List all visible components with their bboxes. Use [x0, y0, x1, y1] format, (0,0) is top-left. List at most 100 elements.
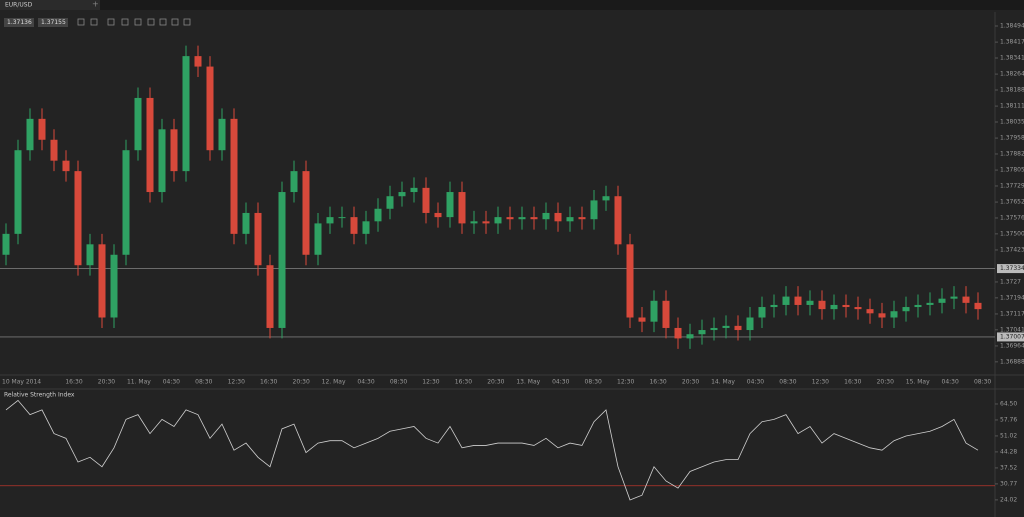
candle-body: [230, 118, 238, 234]
price-tag: [997, 332, 1024, 342]
candle-body: [698, 330, 706, 335]
candle-body: [890, 311, 898, 318]
tool[interactable]: [183, 18, 191, 26]
candle-body: [746, 317, 754, 331]
candle-body: [530, 217, 538, 220]
candle-body: [494, 217, 502, 224]
x-tick-label: 04:30: [552, 379, 569, 386]
candle-body: [650, 300, 658, 322]
candle-body: [374, 208, 382, 222]
x-tick-label: 08:30: [585, 379, 602, 386]
candle-body: [818, 300, 826, 310]
x-tick-label: 16:30: [455, 379, 472, 386]
candle-body: [782, 296, 790, 305]
x-tick-label: 08:30: [195, 379, 212, 386]
y-tick-label: 1.37500: [1000, 230, 1024, 237]
candle-body: [326, 217, 334, 224]
candle-body: [2, 233, 10, 255]
candle-body: [26, 118, 34, 151]
candle-body: [722, 325, 730, 328]
candle-body: [854, 307, 862, 310]
candle-body: [806, 300, 814, 305]
candle-body: [122, 150, 130, 255]
candle-body: [362, 221, 370, 234]
candle-body: [614, 196, 622, 245]
candle-body: [182, 56, 190, 172]
x-tick-label: 08:30: [390, 379, 407, 386]
y-tick-label: 1.37117: [1000, 310, 1024, 317]
candle-body: [434, 212, 442, 218]
x-tick-label: 11. May: [127, 379, 151, 386]
candle-body: [206, 66, 214, 151]
tab-bar: [0, 0, 1024, 10]
y-tick-label: 44.28: [1000, 448, 1017, 455]
candle-body: [674, 327, 682, 339]
candle-body: [566, 217, 574, 222]
tool[interactable]: [134, 18, 142, 26]
x-tick-label: 20:30: [487, 379, 504, 386]
tab-label: EUR/USD: [5, 2, 33, 9]
tool[interactable]: [121, 18, 129, 26]
candle-body: [218, 118, 226, 151]
candle-body: [14, 150, 22, 234]
candle-body: [542, 212, 550, 220]
price-line-label: 1.37007: [1000, 333, 1024, 340]
y-tick-label: 37.52: [1000, 464, 1017, 471]
candle-body: [446, 192, 454, 218]
candle-body: [770, 304, 778, 308]
candle-body: [686, 334, 694, 339]
x-tick-label: 04:30: [163, 379, 180, 386]
bid-box[interactable]: [4, 18, 34, 27]
candle-body: [926, 302, 934, 305]
candle-body: [422, 187, 430, 213]
y-tick-label: 1.37576: [1000, 214, 1024, 221]
candle-body: [518, 217, 526, 220]
candle-body: [734, 325, 742, 331]
candle-body: [662, 300, 670, 328]
candle-body: [50, 139, 58, 161]
candle-body: [914, 304, 922, 308]
y-tick-label: 1.38035: [1000, 118, 1024, 125]
y-tick-label: 1.36888: [1000, 358, 1024, 365]
x-tick-label: 12:30: [617, 379, 634, 386]
tool[interactable]: [171, 18, 179, 26]
x-tick-label: 04:30: [942, 379, 959, 386]
tool[interactable]: [107, 18, 115, 26]
x-tick-label: 13. May: [516, 379, 540, 386]
y-tick-label: 1.37882: [1000, 150, 1024, 157]
y-tick-label: 1.38341: [1000, 55, 1024, 62]
tab[interactable]: [0, 0, 100, 10]
y-tick-label: 1.37041: [1000, 326, 1024, 333]
tool[interactable]: [147, 18, 155, 26]
candle-body: [974, 302, 982, 310]
candle-body: [242, 212, 250, 234]
x-tick-label: 16:30: [65, 379, 82, 386]
candle-body: [482, 221, 490, 224]
new-tab[interactable]: +: [92, 0, 99, 9]
x-tick-label: 20:30: [682, 379, 699, 386]
zoom-in[interactable]: [77, 18, 85, 26]
tool[interactable]: [159, 18, 167, 26]
candle-body: [98, 244, 106, 318]
candle-body: [134, 97, 142, 151]
candle-body: [578, 217, 586, 220]
candle-body: [386, 196, 394, 209]
candle-body: [146, 97, 154, 193]
candle-body: [626, 244, 634, 318]
y-tick-label: 1.37652: [1000, 199, 1024, 206]
x-tick-label: 20:30: [98, 379, 115, 386]
candle-body: [866, 309, 874, 314]
ask-box[interactable]: [38, 18, 68, 27]
candle-body: [158, 129, 166, 193]
candle-body: [38, 118, 46, 140]
zoom-out[interactable]: [90, 18, 98, 26]
candle-body: [398, 192, 406, 197]
x-tick-label: 04:30: [747, 379, 764, 386]
y-tick-label: 1.38111: [1000, 103, 1024, 110]
x-tick-label: 12:30: [228, 379, 245, 386]
candle-body: [254, 212, 262, 266]
x-tick-label: 16:30: [260, 379, 277, 386]
y-tick-label: 64.50: [1000, 400, 1017, 407]
x-tick-label: 20:30: [877, 379, 894, 386]
